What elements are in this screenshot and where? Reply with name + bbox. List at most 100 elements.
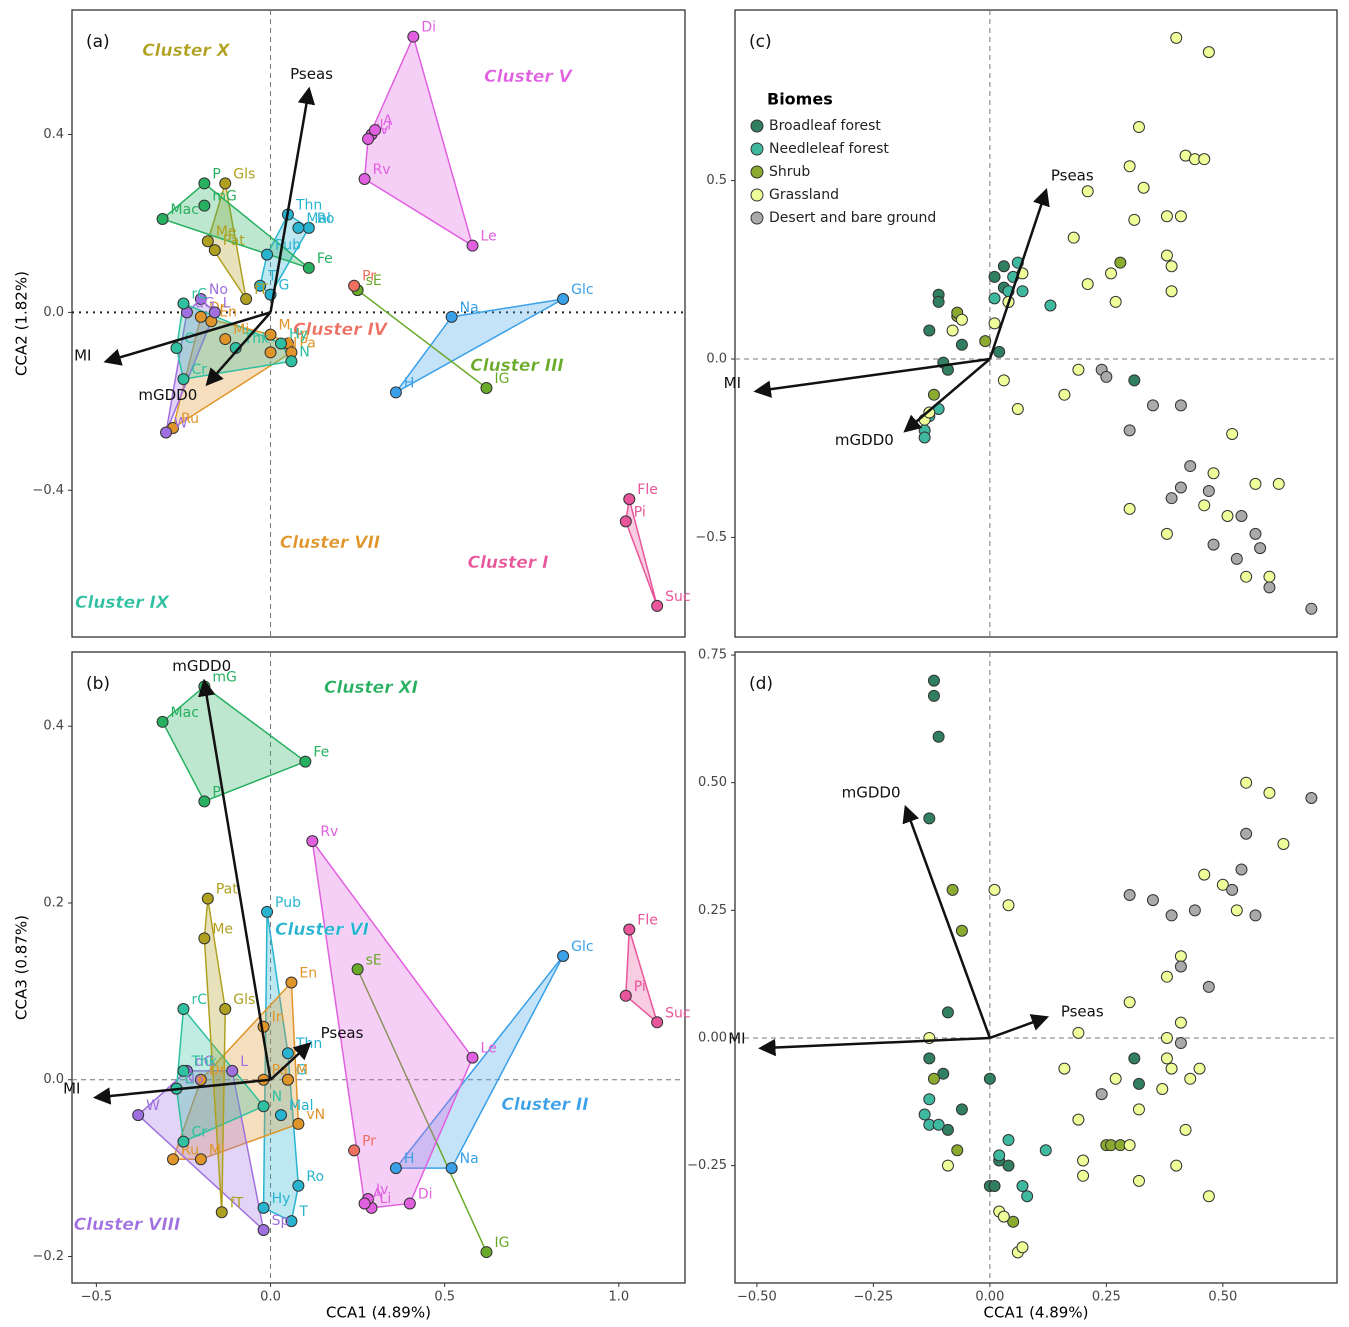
data-point	[198, 177, 211, 190]
data-point	[1174, 210, 1187, 223]
data-point	[955, 338, 968, 351]
data-point	[1128, 1052, 1141, 1065]
point-label: sE	[366, 952, 382, 968]
data-point	[1123, 424, 1136, 437]
data-point	[1165, 285, 1178, 298]
point-label: P	[212, 166, 220, 182]
data-point	[1221, 510, 1234, 523]
y-tick-label: 0.0	[43, 1072, 64, 1087]
arrow-label: Pseas	[1061, 1003, 1104, 1021]
point-label: Iv	[376, 1182, 388, 1198]
cluster-label: Cluster IV	[293, 320, 389, 340]
panel: 0.4 0.2 0.0 −0.2 −0.5 0.0 0.5 1.0 (b) CCA3 (0.87%…	[13, 651, 691, 1322]
data-point	[1207, 467, 1220, 480]
data-point	[988, 292, 1001, 305]
cluster-label: Cluster X	[142, 41, 230, 61]
data-point	[132, 1109, 145, 1122]
data-point	[1174, 960, 1187, 973]
data-point	[1184, 1072, 1197, 1085]
data-point	[1174, 950, 1187, 963]
data-point	[348, 1144, 361, 1157]
data-point	[1165, 909, 1178, 922]
cluster-hull	[625, 498, 658, 607]
data-point	[955, 924, 968, 937]
data-point	[927, 689, 940, 702]
data-point	[1058, 1062, 1071, 1075]
point-label: L	[223, 295, 231, 311]
data-point	[1156, 1083, 1169, 1096]
point-label: Gls	[233, 992, 255, 1008]
point-label: Fle	[637, 912, 658, 928]
y-tick-label: −0.2	[32, 1249, 64, 1264]
data-point	[194, 310, 207, 323]
point-label: Suc	[665, 1005, 690, 1021]
data-point	[932, 295, 945, 308]
plot-frame	[734, 651, 1338, 1284]
point-label: N	[299, 344, 309, 360]
data-point	[937, 1067, 950, 1080]
data-point	[651, 599, 664, 612]
loading-arrow	[753, 357, 991, 398]
x-tick-label: 0.0	[260, 1290, 281, 1305]
loading-arrow	[103, 311, 271, 366]
data-point	[1016, 1180, 1029, 1193]
data-point	[156, 213, 169, 225]
data-point	[264, 346, 277, 359]
point-label: Suc	[665, 589, 690, 605]
point-label: N	[272, 1089, 282, 1105]
data-point	[1240, 570, 1253, 583]
data-point	[1007, 1215, 1020, 1228]
point-label: Hy	[289, 327, 308, 343]
point-label: Pi	[634, 979, 646, 995]
point-label: fT	[254, 282, 268, 298]
point-label: Mal	[289, 1098, 314, 1114]
legend-swatch	[750, 165, 764, 179]
data-point	[1132, 1174, 1145, 1187]
point-label: vN	[306, 1107, 325, 1123]
data-point	[946, 324, 959, 337]
plot-frame	[71, 651, 686, 1284]
data-point	[292, 1117, 305, 1130]
data-point	[1305, 792, 1318, 805]
data-point	[389, 1162, 402, 1175]
point-label: dG	[195, 295, 215, 311]
data-point	[240, 293, 253, 306]
point-label: Ro	[317, 211, 335, 227]
data-point	[1193, 1062, 1206, 1075]
data-point	[1128, 213, 1141, 226]
x-tick-label: −0.5	[81, 1290, 113, 1305]
data-point	[1207, 538, 1220, 551]
data-point	[1235, 510, 1248, 523]
data-point	[918, 431, 931, 444]
cluster-hull	[625, 929, 659, 1025]
data-point	[1226, 427, 1239, 440]
point-label: sE	[366, 273, 382, 289]
data-point	[1123, 889, 1136, 902]
point-label: T	[298, 1204, 308, 1220]
arrow-label: mGDD0	[842, 784, 901, 802]
point-label: Pat	[223, 233, 245, 249]
point-label: Pr	[362, 1133, 376, 1149]
loading-arrow	[988, 187, 1050, 360]
data-point	[302, 261, 315, 274]
data-point	[445, 1162, 458, 1175]
data-point	[979, 335, 992, 348]
point-label: Fe	[317, 251, 333, 267]
data-point	[201, 892, 214, 905]
data-point	[1021, 1190, 1034, 1203]
arrow-label: Pseas	[321, 1024, 364, 1042]
data-point	[1146, 894, 1159, 907]
point-label: Dr	[209, 1063, 226, 1079]
data-point	[306, 835, 319, 848]
data-point	[1160, 1052, 1173, 1065]
point-label: M	[296, 1063, 308, 1079]
point-label: Fle	[637, 482, 658, 498]
data-point	[177, 373, 190, 386]
data-point	[1132, 1103, 1145, 1116]
data-point	[923, 1093, 936, 1106]
point-label: C	[184, 331, 194, 347]
cluster-label: Cluster IX	[75, 593, 170, 613]
data-point	[941, 1159, 954, 1172]
cluster-hull	[311, 840, 474, 1209]
arrow-label: MI	[724, 374, 741, 392]
